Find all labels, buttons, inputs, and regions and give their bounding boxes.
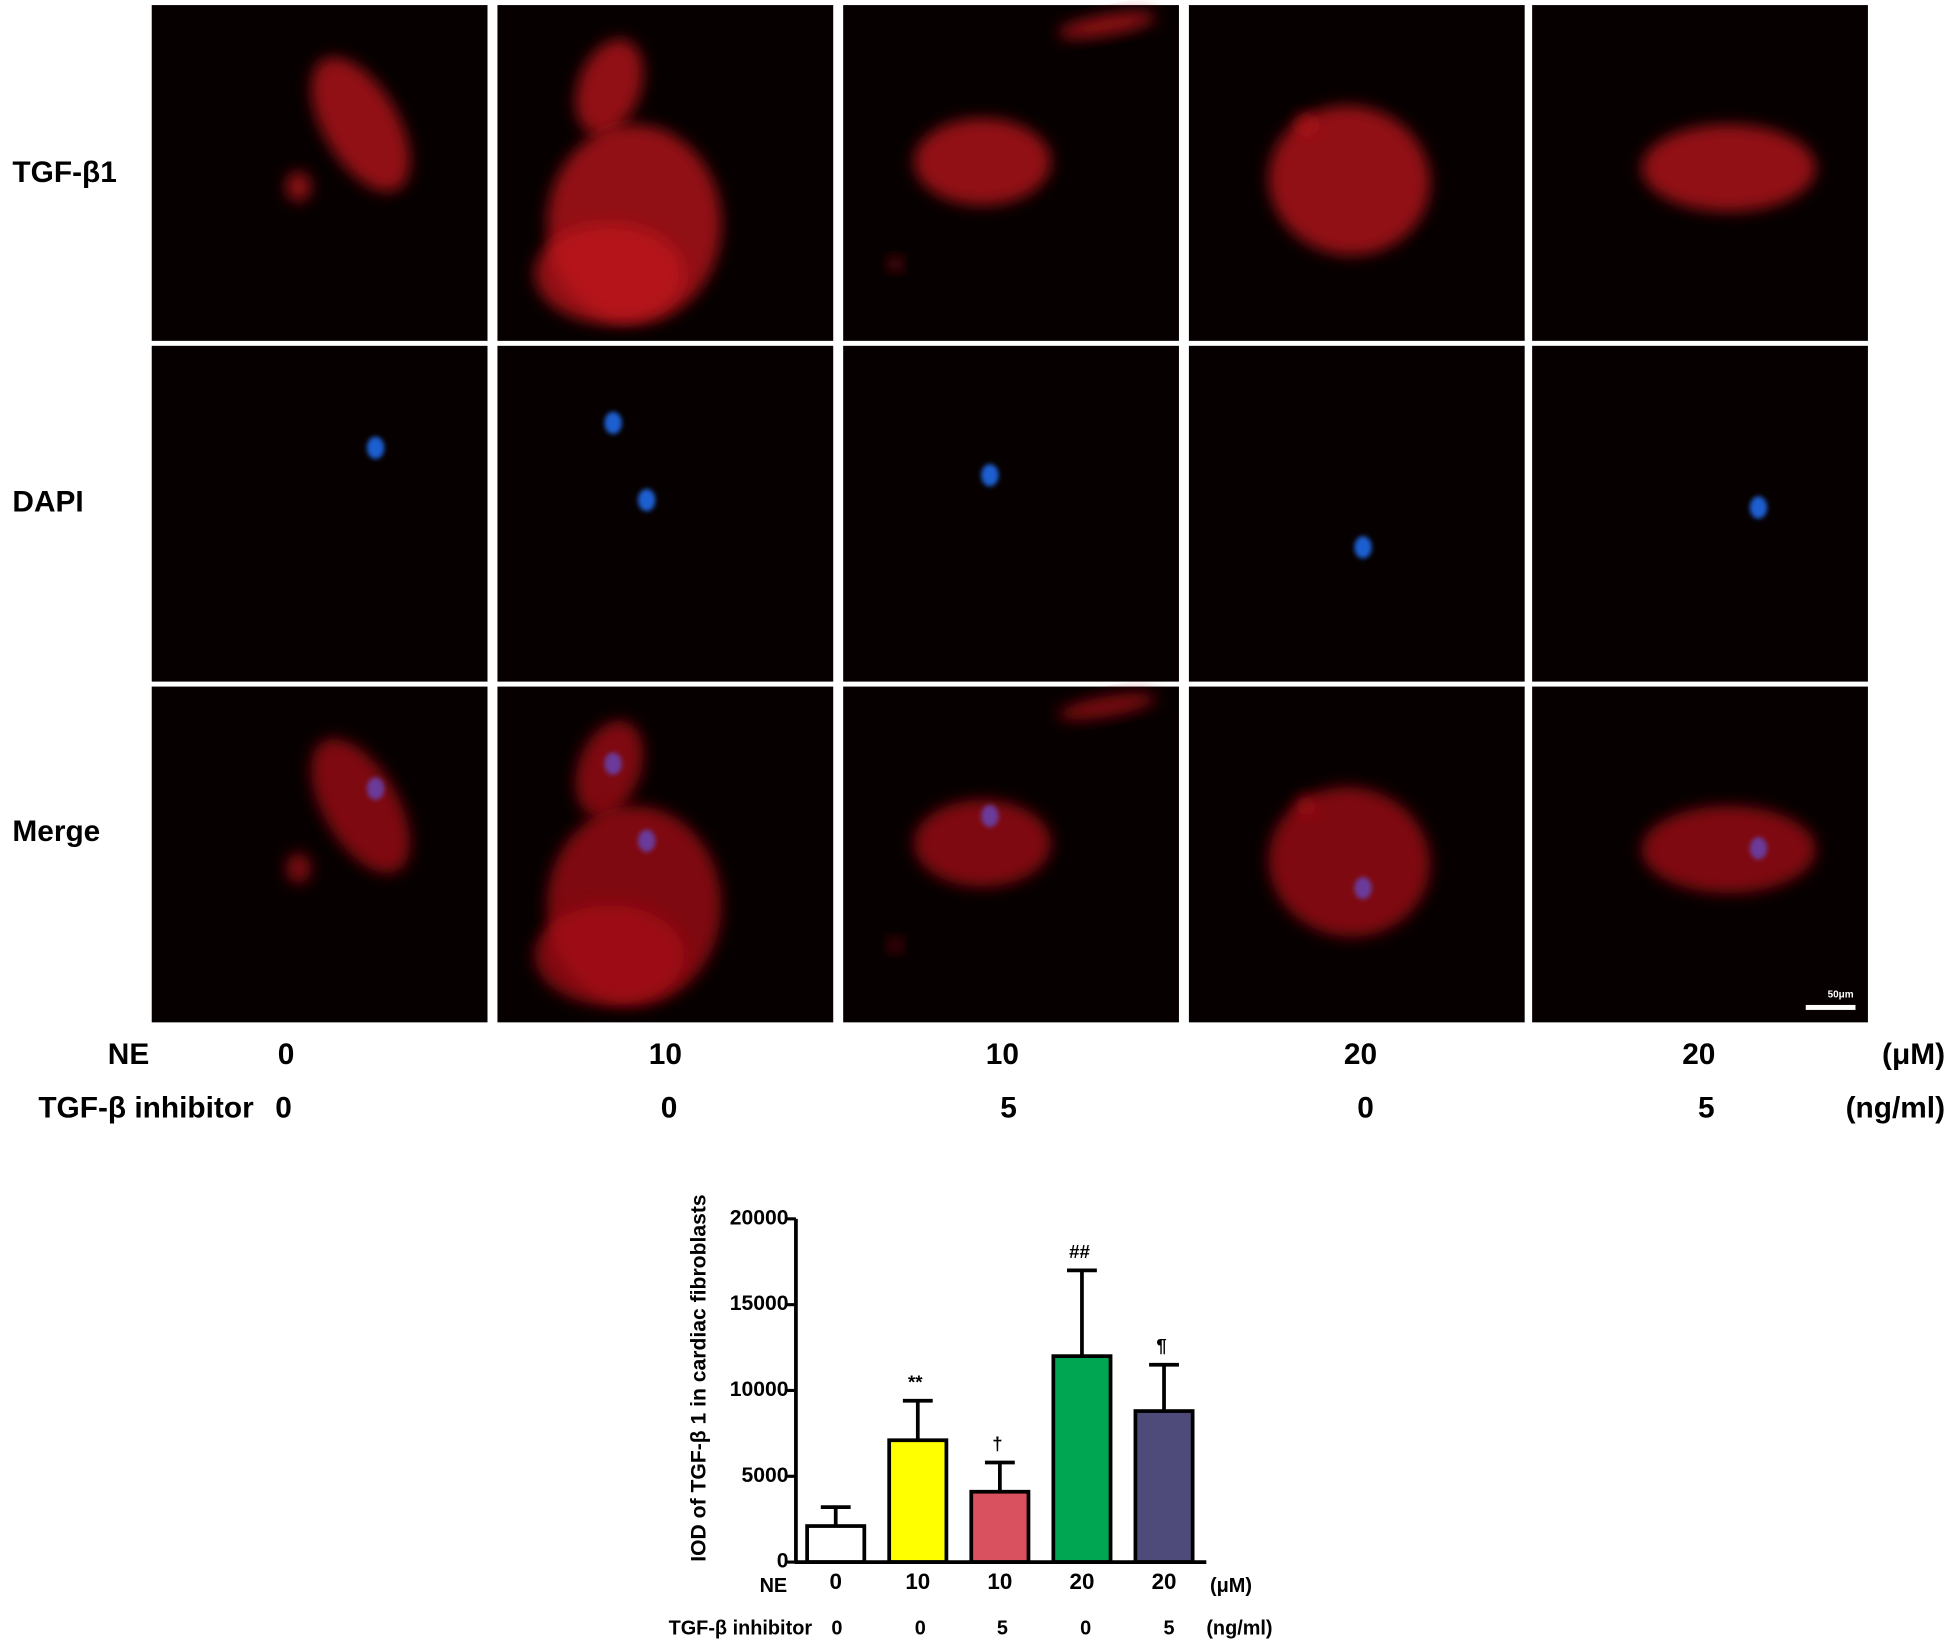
cell-stain [1295, 114, 1316, 135]
condition-value: 0 [661, 1091, 678, 1124]
x-tick-label: 0 [831, 1617, 842, 1639]
cell-stain [889, 939, 902, 952]
cell-stain [286, 171, 311, 202]
nucleus [981, 804, 999, 828]
micrograph [843, 345, 1179, 682]
bar [887, 1438, 949, 1564]
x-tick-label: 5 [997, 1617, 1008, 1639]
x-tick-label: 10 [987, 1569, 1012, 1594]
y-tick-label: 20000 [730, 1206, 789, 1229]
cell-stain [311, 738, 411, 874]
cell-stain [534, 223, 684, 324]
nucleus [1354, 876, 1372, 900]
cell-stain [575, 39, 644, 136]
cell-stain [1057, 693, 1156, 720]
condition-value: 20 [1344, 1038, 1377, 1071]
x-row-unit: (μM) [1210, 1575, 1252, 1597]
cell-stain [1295, 796, 1316, 816]
micrograph [1532, 345, 1868, 682]
nucleus [981, 463, 999, 487]
cell-stain [1057, 11, 1156, 39]
nucleus [366, 777, 385, 800]
nucleus [1749, 837, 1768, 860]
cell-stain [889, 257, 902, 270]
x-tick-label: 0 [1080, 1617, 1091, 1639]
condition-label: NE [108, 1038, 149, 1071]
cell-stain [534, 905, 684, 1005]
condition-value: 20 [1682, 1038, 1715, 1071]
micrograph [151, 5, 488, 341]
nucleus [1749, 496, 1768, 519]
cell-stain [1268, 787, 1430, 937]
nucleus [366, 436, 385, 459]
significance-mark: † [992, 1433, 1002, 1454]
nucleus [637, 829, 656, 852]
condition-label: TGF-β inhibitor [38, 1091, 254, 1124]
micrograph [151, 345, 488, 682]
bar [969, 1489, 1031, 1564]
condition-unit: (μM) [1882, 1038, 1945, 1071]
x-row-unit: (ng/ml) [1206, 1617, 1272, 1639]
y-tick-label: 15000 [730, 1292, 789, 1315]
cell-stain [914, 118, 1051, 206]
condition-value: 5 [1698, 1091, 1715, 1124]
micrograph [497, 345, 834, 682]
cell-stain [1268, 105, 1430, 256]
nucleus [604, 752, 622, 775]
condition-value: 0 [278, 1038, 295, 1071]
x-tick-label: 10 [905, 1569, 930, 1594]
condition-value: 10 [649, 1038, 682, 1071]
cell-stain [311, 57, 411, 192]
y-tick-label: 0 [777, 1550, 789, 1573]
condition-value: 0 [1357, 1091, 1374, 1124]
significance-mark: ¶ [1156, 1335, 1166, 1356]
row-label: DAPI [12, 486, 83, 519]
cell-stain [1641, 124, 1816, 212]
bar [1133, 1409, 1195, 1564]
condition-value: 5 [1000, 1091, 1017, 1124]
row-label: Merge [12, 815, 100, 848]
scale-bar [1805, 1004, 1856, 1010]
x-tick-label: 5 [1163, 1617, 1174, 1639]
micrograph-grid: 50μm TGF-β1 DAPI Merge NE 0 10 10 20 20 (μM) TGF-β … [12, 5, 1945, 1124]
y-tick-label: 10000 [730, 1378, 789, 1401]
significance-mark: ** [908, 1371, 923, 1392]
x-tick-label: 20 [1152, 1569, 1177, 1594]
nucleus [1354, 536, 1372, 559]
nucleus [637, 488, 656, 512]
cell-stain [286, 853, 311, 884]
x-tick-label: 20 [1070, 1569, 1095, 1594]
x-tick-label: 0 [829, 1569, 841, 1594]
cell-stain [1641, 805, 1816, 894]
bar [1051, 1354, 1113, 1564]
micrograph [1188, 345, 1525, 682]
bar [805, 1524, 867, 1564]
x-row-label: NE [760, 1575, 788, 1597]
row-label: TGF-β1 [12, 156, 116, 189]
micrograph [151, 686, 488, 1023]
nucleus [604, 411, 622, 435]
condition-value: 10 [986, 1038, 1019, 1071]
cell-stain [914, 799, 1051, 887]
condition-unit: (ng/ml) [1846, 1091, 1945, 1124]
condition-value: 0 [275, 1091, 292, 1124]
significance-mark: ## [1069, 1241, 1090, 1262]
y-tick-label: 5000 [741, 1464, 788, 1487]
y-axis-label: IOD of TGF-β 1 in cardiac fibroblasts [688, 1194, 711, 1561]
x-row-label: TGF-β inhibitor [669, 1617, 813, 1639]
x-tick-label: 0 [915, 1617, 926, 1639]
scale-bar-label: 50μm [1828, 990, 1854, 1001]
